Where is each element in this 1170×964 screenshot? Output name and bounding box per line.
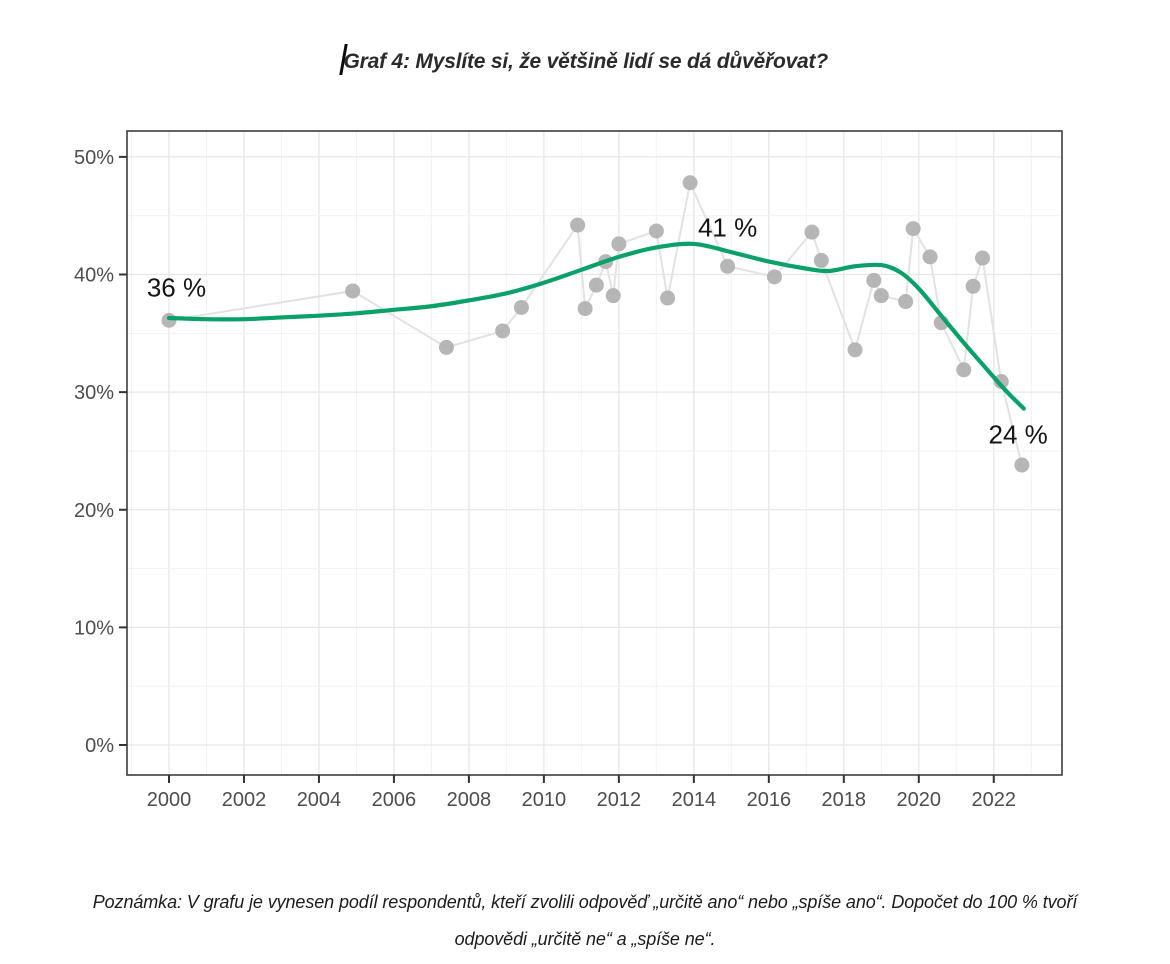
chart-note[interactable]: Poznámka: V grafu je vynesen podíl respo… [0, 884, 1170, 958]
chart-title: Graf 4: Myslíte si, že většině lidí se d… [343, 50, 829, 73]
data-point [720, 258, 736, 274]
x-tick-label: 2006 [372, 789, 417, 811]
x-tick-label: 2014 [672, 789, 717, 811]
data-point [866, 272, 882, 288]
x-tick-label: 2000 [147, 789, 192, 811]
x-tick-label: 2022 [972, 789, 1017, 811]
data-point [766, 269, 782, 285]
data-point [495, 323, 511, 339]
data-point [611, 236, 627, 252]
y-tick-label: 40% [74, 265, 114, 287]
note-line-1: Poznámka: V grafu je vynesen podíl respo… [92, 892, 1078, 912]
y-tick-label: 10% [74, 617, 114, 639]
y-tick-label: 20% [74, 500, 114, 522]
data-point [513, 299, 529, 315]
data-point [345, 283, 361, 299]
data-point [975, 250, 991, 266]
data-point [588, 277, 604, 293]
x-tick-label: 2020 [897, 789, 942, 811]
data-point [570, 217, 586, 233]
data-point [993, 374, 1009, 390]
data-point [438, 339, 454, 355]
x-tick-label: 2004 [297, 789, 342, 811]
data-point [804, 224, 820, 240]
panel-border [126, 130, 1063, 776]
data-point [648, 223, 664, 239]
annotation-label: 41 % [698, 212, 757, 242]
x-tick-label: 2018 [822, 789, 867, 811]
annotation-label: 24 % [989, 419, 1048, 449]
data-point [922, 249, 938, 265]
y-tick-label: 50% [74, 147, 114, 169]
data-point [813, 252, 829, 268]
data-point [956, 362, 972, 378]
data-point [873, 288, 889, 304]
y-tick-label: 0% [85, 735, 114, 757]
x-tick-label: 2010 [522, 789, 567, 811]
survey-connecting-line [168, 179, 1023, 466]
data-point [905, 221, 921, 237]
data-point [660, 290, 676, 306]
x-tick-label: 2016 [747, 789, 792, 811]
data-point [965, 278, 981, 294]
data-point [1014, 457, 1030, 473]
data-point [605, 288, 621, 304]
data-point [847, 342, 863, 358]
annotation-label: 36 % [147, 272, 206, 302]
x-tick-label: 2012 [597, 789, 642, 811]
data-point [898, 294, 914, 310]
trend-line [166, 241, 1026, 411]
data-point [682, 175, 698, 191]
x-tick-label: 2002 [222, 789, 267, 811]
note-line-2: odpovědi „určitě ne“ a „spíše ne“. [454, 929, 716, 949]
chart-title-block[interactable]: Graf 4: Myslíte si, že většině lidí se d… [0, 44, 1170, 75]
data-point [161, 312, 177, 328]
x-tick-label: 2008 [447, 789, 492, 811]
data-point [577, 301, 593, 317]
y-tick-label: 30% [74, 382, 114, 404]
